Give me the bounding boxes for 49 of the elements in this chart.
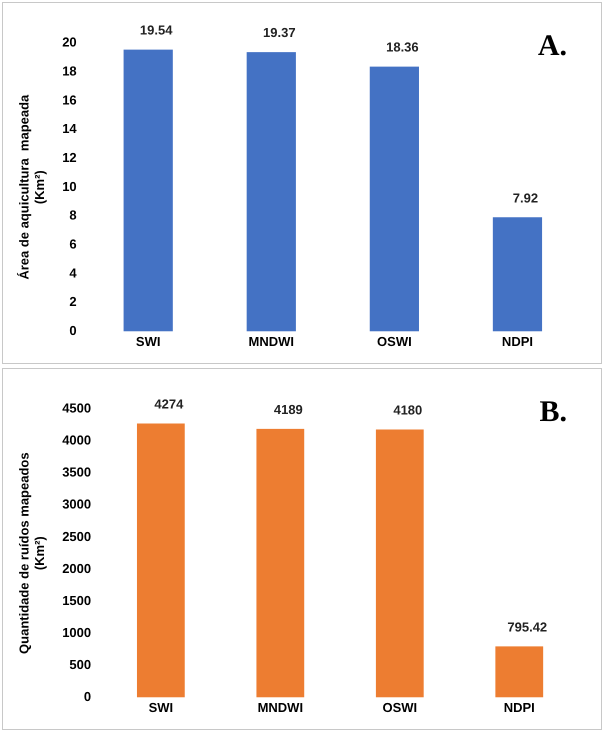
data-label: 18.36 xyxy=(386,40,419,55)
bar xyxy=(136,423,185,698)
x-tick-label: SWI xyxy=(136,334,160,349)
x-tick-label: MNDWI xyxy=(258,700,304,715)
chart-title: B. xyxy=(539,395,567,429)
y-tick-label: 500 xyxy=(69,656,92,672)
x-tick-label: OSWI xyxy=(377,334,412,349)
bar xyxy=(495,646,544,698)
y-tick-label: 2500 xyxy=(62,528,92,544)
x-tick-label: NDPI xyxy=(502,334,533,349)
y-tick-label: 4000 xyxy=(62,432,92,448)
data-label: 4180 xyxy=(393,402,422,418)
y-tick-label: 14 xyxy=(62,121,78,136)
data-label: 795.42 xyxy=(507,620,548,634)
y-tick-label: 10 xyxy=(62,178,77,194)
y-tick-label: 20 xyxy=(62,34,77,50)
y-axis-title: Quantidade de ruídos mapeados (Km²) xyxy=(16,452,47,654)
y-tick-label: 2 xyxy=(69,294,77,310)
y-tick-label: 12 xyxy=(62,150,77,165)
chart-title: A. xyxy=(538,29,567,63)
y-tick-label: 8 xyxy=(69,208,77,223)
x-tick-label: OSWI xyxy=(382,700,418,715)
data-label: 19.37 xyxy=(263,25,296,40)
data-label: 4274 xyxy=(154,396,184,412)
y-axis-title: Área de aquicultura mapeada (Km²) xyxy=(16,94,47,280)
data-label: 4189 xyxy=(274,402,303,418)
y-tick-label: 6 xyxy=(69,236,77,252)
y-tick-label: 1500 xyxy=(62,592,92,608)
bar xyxy=(246,52,296,332)
y-tick-label: 16 xyxy=(62,92,77,108)
y-tick-label: 4 xyxy=(69,265,78,280)
data-label: 19.54 xyxy=(140,22,174,38)
x-tick-label: SWI xyxy=(148,700,174,715)
x-tick-label: MNDWI xyxy=(248,334,294,349)
bar xyxy=(376,430,424,698)
bar xyxy=(256,428,304,698)
y-tick-label: 0 xyxy=(84,688,92,704)
y-tick-label: 1000 xyxy=(62,624,92,640)
y-tick-label: 18 xyxy=(62,63,77,78)
y-tick-label: 3000 xyxy=(62,496,92,512)
y-tick-label: 3500 xyxy=(62,464,92,480)
x-tick-label: NDPI xyxy=(504,700,535,715)
bar xyxy=(370,66,419,332)
y-tick-label: 0 xyxy=(69,322,77,338)
y-tick-label: 4500 xyxy=(62,400,92,416)
data-label: 7.92 xyxy=(512,190,538,206)
bar xyxy=(492,217,542,332)
y-tick-label: 2000 xyxy=(62,560,92,576)
bar xyxy=(124,50,173,332)
